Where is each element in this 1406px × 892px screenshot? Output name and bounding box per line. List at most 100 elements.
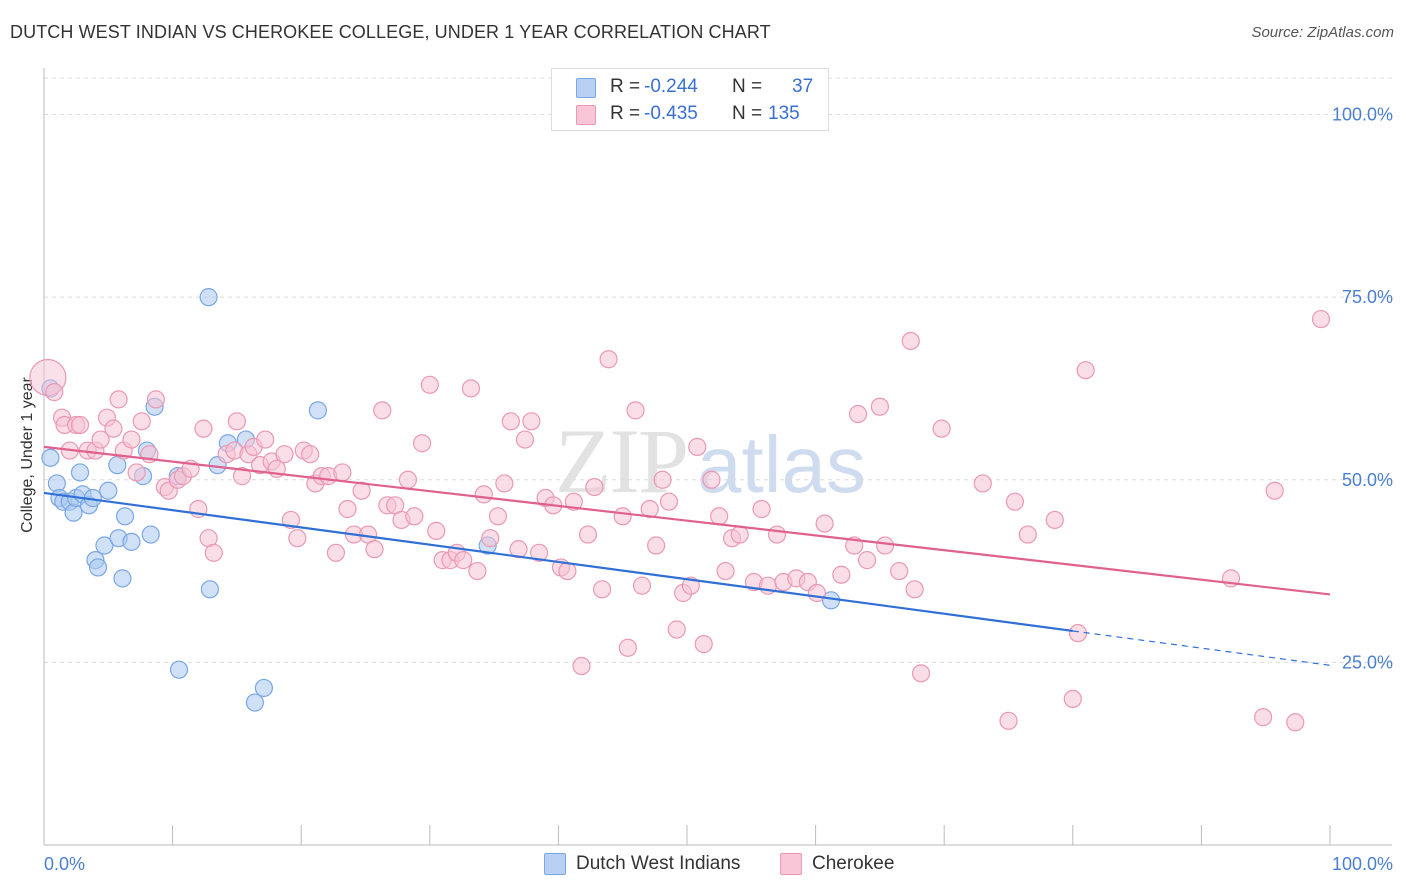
point-dutch-west-indians <box>199 288 218 307</box>
point-cherokee <box>1005 492 1025 511</box>
point-cherokee <box>593 580 612 599</box>
bottom-legend-label: Cherokee <box>812 853 895 874</box>
point-cherokee <box>626 401 645 420</box>
point-cherokee <box>767 525 787 544</box>
point-cherokee <box>232 467 252 486</box>
point-cherokee <box>398 470 418 489</box>
bottom-legend-label: Dutch West Indians <box>576 853 741 874</box>
point-cherokee <box>530 543 549 562</box>
point-cherokee <box>373 401 392 420</box>
y-tick-label: 75.0% <box>1342 287 1393 307</box>
point-cherokee <box>468 561 487 581</box>
trend-line-dutch-west-indians <box>43 491 1073 633</box>
point-cherokee <box>875 536 895 555</box>
legend-n-value: 135 <box>768 103 800 124</box>
source-label: Source: ZipAtlas.com <box>1251 24 1394 41</box>
point-cherokee <box>146 390 165 409</box>
point-cherokee <box>326 543 346 562</box>
point-cherokee <box>352 481 371 500</box>
trend-line-cherokee <box>43 445 1331 596</box>
point-cherokee <box>1068 624 1088 643</box>
point-cherokee <box>454 551 473 570</box>
data-points <box>29 288 1331 732</box>
point-cherokee <box>45 383 64 402</box>
point-cherokee <box>275 445 294 464</box>
point-cherokee <box>870 397 890 416</box>
point-cherokee <box>70 415 90 435</box>
point-cherokee <box>405 507 424 526</box>
tick-labels: 25.0% 50.0% 75.0% 100.0% 0.0% 100.0% <box>44 105 1393 874</box>
point-cherokee <box>613 507 632 526</box>
point-dutch-west-indians <box>99 481 118 500</box>
point-cherokee <box>127 463 146 482</box>
trend-line-extension <box>1072 630 1331 666</box>
point-cherokee <box>752 499 771 519</box>
point-cherokee <box>474 485 493 504</box>
point-cherokee <box>558 561 577 581</box>
trend-lines <box>43 445 1331 666</box>
point-cherokee <box>890 561 909 581</box>
legend-r-label: R = <box>610 76 641 97</box>
point-cherokee <box>710 507 729 526</box>
point-cherokee <box>194 419 213 438</box>
point-cherokee <box>681 576 700 595</box>
point-cherokee <box>488 507 508 526</box>
point-cherokee <box>227 412 246 431</box>
legend-r-value: -0.244 <box>644 76 698 97</box>
point-cherokee <box>564 492 583 511</box>
point-dutch-west-indians <box>95 536 114 555</box>
point-cherokee <box>461 379 481 398</box>
point-cherokee <box>1254 708 1273 727</box>
point-cherokee <box>578 525 598 544</box>
point-cherokee <box>1063 689 1082 709</box>
x-tick-label: 100.0% <box>1332 854 1393 874</box>
point-cherokee <box>256 430 275 449</box>
point-cherokee <box>832 565 851 584</box>
point-dutch-west-indians <box>70 463 90 482</box>
y-tick-label: 50.0% <box>1342 470 1393 490</box>
point-cherokee <box>647 536 666 555</box>
legend-n-value: 37 <box>792 76 814 97</box>
point-cherokee <box>481 529 500 548</box>
point-cherokee <box>301 445 320 464</box>
point-cherokee <box>412 434 432 453</box>
point-cherokee <box>204 543 223 562</box>
y-tick-label: 25.0% <box>1342 652 1393 672</box>
legend-n-label: N = <box>732 103 763 124</box>
point-cherokee <box>1018 525 1037 544</box>
point-cherokee <box>522 412 541 431</box>
legend-r-label: R = <box>610 103 641 124</box>
point-cherokee <box>501 412 520 431</box>
point-dutch-west-indians <box>122 532 141 551</box>
chart-title: DUTCH WEST INDIAN VS CHEROKEE COLLEGE, U… <box>10 22 771 42</box>
point-cherokee <box>653 470 672 489</box>
point-cherokee <box>999 711 1018 730</box>
point-cherokee <box>585 477 604 497</box>
point-cherokee <box>807 583 826 603</box>
point-cherokee <box>911 664 931 683</box>
watermark: ZIP atlas <box>555 410 866 512</box>
point-cherokee <box>659 492 679 511</box>
point-cherokee <box>104 419 123 438</box>
correlation-legend: R = -0.244 N = 37 R = -0.435 N = 135 <box>551 68 829 131</box>
point-cherokee <box>667 620 686 639</box>
point-cherokee <box>91 430 110 449</box>
point-cherokee <box>932 419 951 438</box>
point-dutch-west-indians <box>254 678 274 698</box>
point-cherokee <box>495 474 514 493</box>
point-dutch-west-indians <box>113 569 132 588</box>
point-dutch-west-indians <box>141 525 160 544</box>
point-cherokee <box>1286 713 1305 732</box>
point-dutch-west-indians <box>41 448 60 467</box>
point-cherokee <box>632 576 652 595</box>
point-cherokee <box>857 551 877 570</box>
point-cherokee <box>694 635 713 654</box>
point-cherokee <box>716 561 735 581</box>
point-cherokee <box>288 529 307 548</box>
y-tick-label: 100.0% <box>1332 105 1393 125</box>
point-cherokee <box>730 525 749 544</box>
point-cherokee <box>420 375 439 394</box>
point-cherokee <box>1311 309 1331 329</box>
point-cherokee <box>848 404 868 424</box>
